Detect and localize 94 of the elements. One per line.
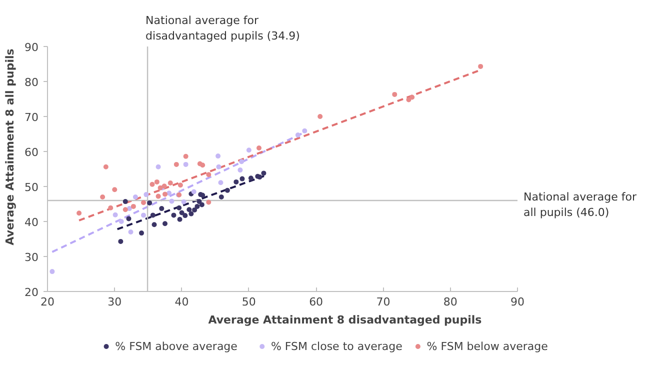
point [171, 212, 176, 218]
point [181, 199, 186, 204]
point [239, 159, 244, 164]
point [392, 92, 398, 97]
ref-line-label: National average for disadvantaged pupils (34.9) [146, 14, 300, 42]
point [238, 168, 243, 173]
x-axis-title: Average Attainment 8 disadvantaged pupils [208, 314, 482, 326]
legend-label: % FSM above average [115, 340, 238, 353]
point [108, 205, 114, 210]
point [194, 204, 200, 209]
point [176, 205, 182, 210]
point [240, 176, 245, 182]
point [224, 188, 230, 193]
point [168, 180, 173, 186]
point [174, 162, 179, 167]
point [141, 212, 146, 218]
y-tick-label: 70 [24, 111, 39, 124]
point [295, 132, 300, 138]
point [150, 182, 155, 187]
point [410, 94, 415, 100]
y-tick-label: 60 [24, 146, 39, 159]
point [147, 200, 152, 206]
point [118, 219, 124, 224]
point [216, 164, 222, 170]
point [152, 222, 157, 228]
point [159, 206, 164, 212]
point [139, 230, 144, 236]
point [150, 212, 156, 218]
point [76, 210, 82, 216]
point [200, 162, 206, 168]
point [182, 213, 188, 218]
point [206, 200, 212, 205]
point [156, 194, 161, 199]
point [179, 210, 184, 216]
x-tick-label: 20 [40, 296, 54, 308]
point [112, 212, 118, 218]
y-axis-title: Average Attainment 8 all pupils [4, 48, 17, 246]
point [248, 176, 254, 181]
point [130, 204, 136, 209]
point [318, 114, 323, 119]
point [178, 182, 183, 188]
ref-line-label: National average for all pupils (46.0) [524, 190, 637, 220]
point [141, 200, 146, 206]
x-tick-label: 30 [108, 296, 122, 308]
point [118, 238, 124, 244]
point [162, 221, 168, 226]
point [166, 190, 172, 196]
point [234, 179, 239, 184]
point [191, 189, 196, 194]
point [261, 170, 266, 176]
point [218, 180, 224, 186]
point [112, 187, 118, 192]
point [122, 199, 128, 204]
point [196, 199, 202, 204]
point [256, 146, 262, 150]
legend-label: % FSM below average [426, 340, 548, 353]
x-tick-label: 40 [174, 296, 189, 308]
point [206, 172, 212, 178]
y-tick-label: 40 [24, 216, 39, 229]
point [218, 194, 224, 200]
y-tick-label: 80 [24, 76, 39, 89]
point [192, 207, 198, 212]
point [246, 148, 252, 153]
point [156, 164, 161, 170]
point [183, 162, 188, 167]
y-tick-label: 90 [24, 41, 39, 54]
point [199, 202, 204, 208]
x-tick-label: 70 [376, 296, 390, 308]
point [100, 194, 106, 200]
y-tick-label: 30 [24, 251, 39, 264]
point [128, 230, 134, 234]
point [188, 211, 194, 216]
point [103, 164, 108, 170]
point [162, 192, 168, 197]
point [126, 216, 132, 222]
point [186, 207, 192, 212]
x-tick-label: 60 [309, 296, 324, 308]
x-tick-label: 50 [242, 296, 256, 308]
legend-label: % FSM close to average [270, 340, 403, 353]
point [302, 128, 308, 134]
y-tick-label: 20 [24, 286, 39, 299]
y-tick-label: 50 [24, 181, 39, 194]
point [132, 194, 138, 200]
x-tick-label: 90 [510, 296, 524, 308]
point [154, 179, 160, 184]
point [144, 192, 149, 198]
point [216, 154, 221, 159]
point [478, 64, 484, 69]
point [122, 207, 128, 212]
x-tick-label: 80 [443, 296, 458, 308]
point [50, 269, 55, 274]
point [183, 154, 188, 159]
point [177, 216, 182, 222]
point [169, 198, 174, 204]
